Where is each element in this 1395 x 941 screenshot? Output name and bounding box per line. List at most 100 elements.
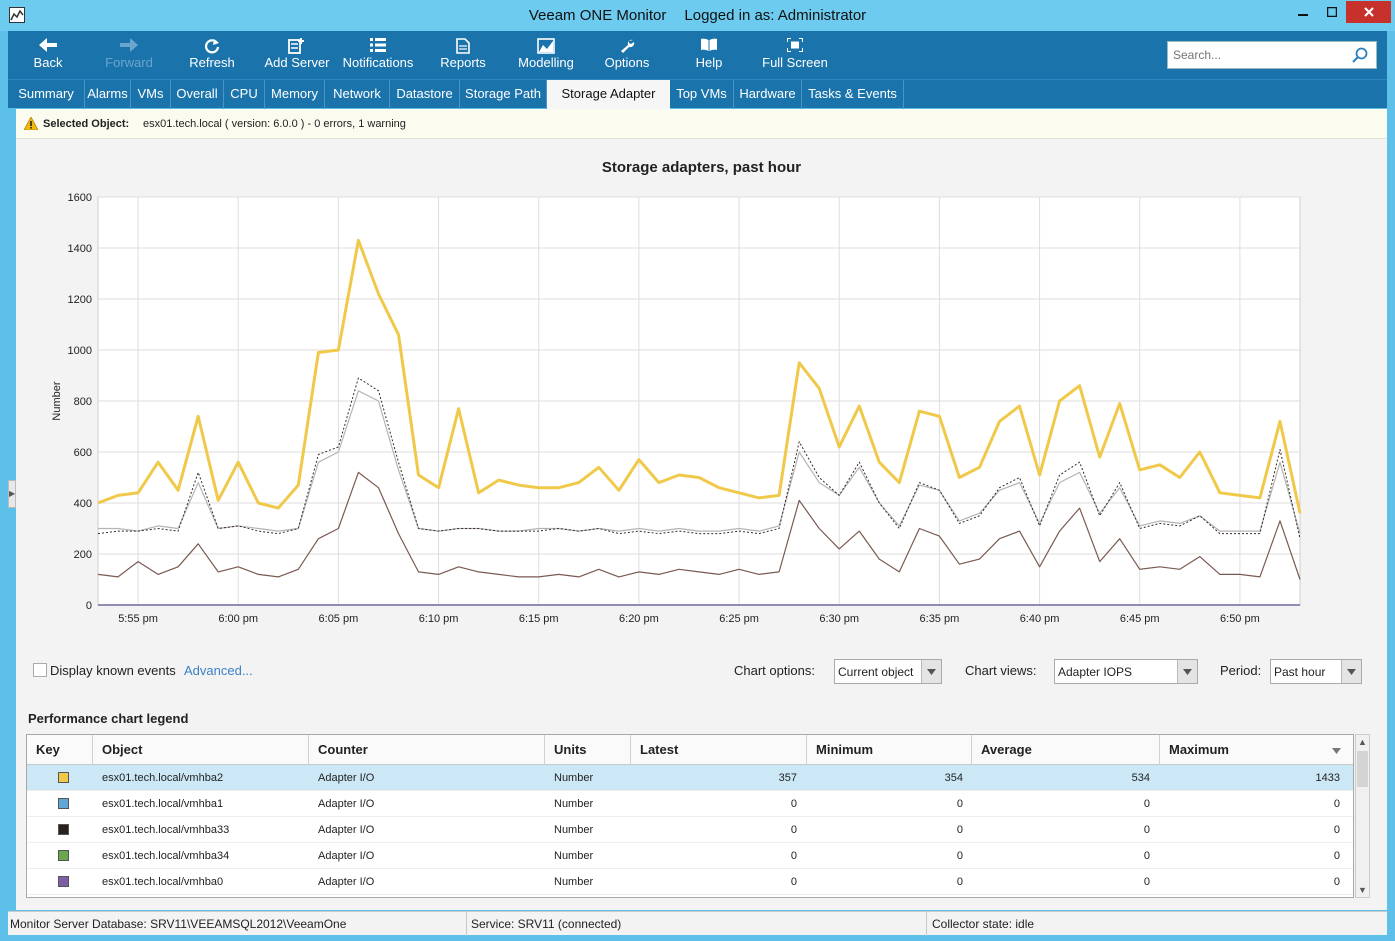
tab-storage-path[interactable]: Storage Path [460, 80, 547, 109]
legend-scrollbar[interactable]: ▲ ▼ [1355, 734, 1370, 898]
back-button[interactable]: Back [16, 31, 80, 79]
x-tick-label: 5:55 pm [118, 613, 158, 625]
notifications-button[interactable]: Notifications [342, 31, 414, 79]
table-row[interactable]: esx01.tech.local/vmhba1 Adapter I/O Number… [27, 791, 1353, 817]
side-panel-toggle[interactable]: ▶ [8, 480, 16, 508]
cell-average: 0 [1143, 798, 1150, 810]
options-button[interactable]: Options [594, 31, 660, 79]
col-header-average[interactable]: Average [972, 735, 1160, 765]
table-row[interactable]: esx01.tech.local/vmhba33 Adapter I/O Numbe… [27, 817, 1353, 843]
y-tick-label: 0 [86, 600, 92, 612]
y-tick-label: 600 [74, 447, 92, 459]
x-tick-label: 6:00 pm [218, 613, 258, 625]
y-tick-label: 1600 [68, 192, 92, 204]
window-title: Veeam ONE Monitor Logged in as: Administr… [0, 7, 1395, 24]
series-line-0 [97, 238, 1302, 514]
search-icon[interactable] [1352, 47, 1368, 66]
x-tick-label: 6:40 pm [1020, 613, 1060, 625]
display-known-events-checkbox[interactable] [33, 663, 47, 677]
table-row[interactable]: esx01.tech.local/vmhba2 Adapter I/O Number… [27, 765, 1353, 791]
col-header-key[interactable]: Key [27, 735, 93, 765]
forward-label: Forward [105, 55, 153, 70]
forward-button[interactable]: Forward [96, 31, 162, 79]
cell-maximum: 0 [1333, 850, 1340, 862]
x-tick-label: 6:30 pm [819, 613, 859, 625]
tab-alarms[interactable]: Alarms [85, 80, 131, 109]
cell-minimum: 0 [956, 798, 963, 810]
cell-maximum: 0 [1333, 824, 1340, 836]
scroll-down-icon[interactable]: ▼ [1358, 885, 1367, 895]
tab-tasks-events[interactable]: Tasks & Events [802, 80, 904, 109]
close-button[interactable] [1346, 1, 1391, 23]
tab-datastore[interactable]: Datastore [390, 80, 460, 109]
scroll-up-icon[interactable]: ▲ [1358, 737, 1367, 747]
maximize-button[interactable] [1317, 1, 1346, 23]
table-row[interactable]: esx01.tech.local/vmhba34 Adapter I/O Numbe… [27, 843, 1353, 869]
y-tick-label: 1400 [68, 243, 92, 255]
x-tick-label: 6:10 pm [419, 613, 459, 625]
cell-latest: 357 [778, 772, 797, 784]
col-header-counter[interactable]: Counter [309, 735, 545, 765]
col-header-maximum[interactable]: Maximum [1160, 735, 1353, 765]
legend-table: Key Object Counter Units Latest Minimum … [26, 734, 1354, 898]
period-dropdown[interactable]: Past hour [1270, 659, 1362, 684]
cell-counter: Adapter I/O [318, 824, 375, 836]
tab-top-vms[interactable]: Top VMs [670, 80, 734, 109]
chevron-down-icon [921, 660, 941, 683]
period-label: Period: [1220, 663, 1262, 678]
modelling-button[interactable]: Modelling [510, 31, 582, 79]
tab-memory[interactable]: Memory [265, 80, 325, 109]
advanced-link[interactable]: Advanced... [184, 663, 253, 678]
tab-cpu[interactable]: CPU [224, 80, 265, 109]
selected-object-label: Selected Object: [43, 118, 130, 130]
y-tick-label: 1200 [68, 294, 92, 306]
col-header-latest[interactable]: Latest [631, 735, 807, 765]
legend-title: Performance chart legend [28, 711, 189, 726]
chart-options-dropdown[interactable]: Current object [834, 659, 942, 684]
scroll-thumb[interactable] [1357, 751, 1368, 787]
x-tick-label: 6:05 pm [319, 613, 359, 625]
status-collector: Collector state: idle [932, 917, 1035, 931]
add-server-button[interactable]: Add Server [260, 31, 334, 79]
cell-object: esx01.tech.local/vmhba33 [102, 824, 230, 836]
search-input[interactable] [1173, 46, 1341, 64]
tab-storage-adapter[interactable]: Storage Adapter [547, 80, 670, 109]
cell-latest: 0 [790, 798, 797, 810]
cell-minimum: 0 [956, 824, 963, 836]
col-header-object[interactable]: Object [93, 735, 309, 765]
cell-average: 0 [1143, 850, 1150, 862]
table-row[interactable]: esx01.tech.local/vmhba0 Adapter I/O Number… [27, 869, 1353, 895]
tab-overall[interactable]: Overall [171, 80, 224, 109]
col-header-maximum-label: Maximum [1169, 742, 1229, 757]
col-header-units[interactable]: Units [545, 735, 631, 765]
chart-icon [510, 31, 582, 55]
refresh-button[interactable]: Refresh [180, 31, 244, 79]
cell-minimum: 0 [956, 876, 963, 888]
color-key-swatch [58, 850, 69, 861]
color-key-swatch [58, 824, 69, 835]
chart-views-dropdown[interactable]: Adapter IOPS [1054, 659, 1198, 684]
tab-summary[interactable]: Summary [8, 80, 85, 109]
tab-network[interactable]: Network [325, 80, 390, 109]
cell-counter: Adapter I/O [318, 772, 375, 784]
minimize-button[interactable] [1288, 1, 1317, 23]
chevron-down-icon [1341, 660, 1361, 683]
reports-button[interactable]: Reports [428, 31, 498, 79]
cell-latest: 0 [790, 824, 797, 836]
tab-hardware[interactable]: Hardware [734, 80, 802, 109]
col-header-minimum[interactable]: Minimum [807, 735, 972, 765]
title-bar: Veeam ONE Monitor Logged in as: Administr… [0, 0, 1395, 31]
cell-object: esx01.tech.local/vmhba0 [102, 876, 224, 888]
cell-object: esx01.tech.local/vmhba2 [102, 772, 224, 784]
help-button[interactable]: Help [678, 31, 740, 79]
main-content: Selected Object: esx01.tech.local ( vers… [16, 109, 1387, 910]
full-screen-button[interactable]: Full Screen [756, 31, 834, 79]
tab-vms[interactable]: VMs [131, 80, 171, 109]
cell-units: Number [554, 876, 594, 888]
cell-average: 0 [1143, 824, 1150, 836]
sort-desc-icon [1332, 735, 1341, 765]
legend-table-header: Key Object Counter Units Latest Minimum … [27, 735, 1353, 765]
x-tick-label: 6:25 pm [719, 613, 759, 625]
x-tick-label: 6:20 pm [619, 613, 659, 625]
